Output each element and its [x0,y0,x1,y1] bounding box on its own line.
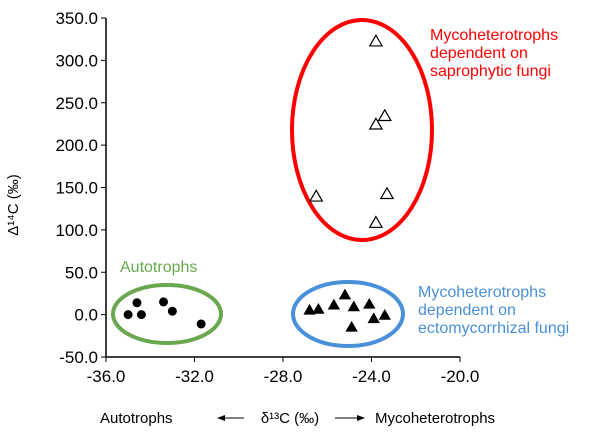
data-point [312,303,325,314]
y-tick-label: 0.0 [74,306,98,325]
x-tick-label: -24.0 [352,367,391,386]
autotrophs-group-ellipse [111,283,223,345]
data-points [123,34,395,332]
axes [105,18,460,358]
data-point [378,308,391,320]
x-axis-right-label: Mycoheterotrophs [375,410,495,427]
group-label: Autotrophs [120,259,197,276]
y-axis-ticks: -50.0 0.0 50.0 100.0 150.0 200.0 250.0 300.0 350… [55,9,106,367]
group-ellipses [111,18,434,348]
data-point [368,117,384,130]
data-point [363,297,376,309]
y-tick-label: 100.0 [55,221,98,240]
x-tick-label: -36.0 [87,367,126,386]
data-point [347,300,360,312]
data-point [136,310,146,320]
data-point [303,303,316,315]
y-tick-label: -50.0 [59,348,98,367]
x-axis-ticks: -36.0 -32.0 -28.0 -24.0 -20.0 [87,357,480,386]
data-point [123,310,133,320]
data-point [132,298,142,308]
y-tick-label: 50.0 [65,263,98,282]
y-axis-title: Δ¹⁴C (‰) [5,174,22,235]
x-axis-title: δ¹³C (‰) [261,410,319,427]
ectomycorrhizal-group-ellipse [291,280,405,348]
data-point [379,186,395,200]
group-label: Mycoheterotrophs dependent on ectomycorrhi… [418,284,569,337]
x-tick-label: -32.0 [175,367,214,386]
data-point [377,108,392,122]
y-tick-label: 200.0 [55,136,98,155]
y-tick-label: 350.0 [55,9,98,28]
data-point [308,189,324,202]
data-point [327,298,341,310]
data-point [345,320,358,332]
y-tick-label: 300.0 [55,51,98,70]
data-point [367,312,380,324]
x-tick-label: -20.0 [441,367,480,386]
data-point [167,306,177,316]
x-axis-left-label: Autotrophs [100,410,173,427]
saprophytic-group-ellipse [290,18,434,242]
data-point [368,215,384,228]
data-point [368,34,384,47]
y-tick-label: 150.0 [55,179,98,198]
x-tick-label: -28.0 [264,367,303,386]
group-labels: Autotrophs Mycoheterotrophs dependent on ec… [120,27,569,337]
data-point [338,288,352,300]
group-label: Mycoheterotrophs dependent on saprophytic … [430,27,558,80]
y-tick-label: 250.0 [55,94,98,113]
data-point [196,319,206,329]
data-point [159,297,169,307]
